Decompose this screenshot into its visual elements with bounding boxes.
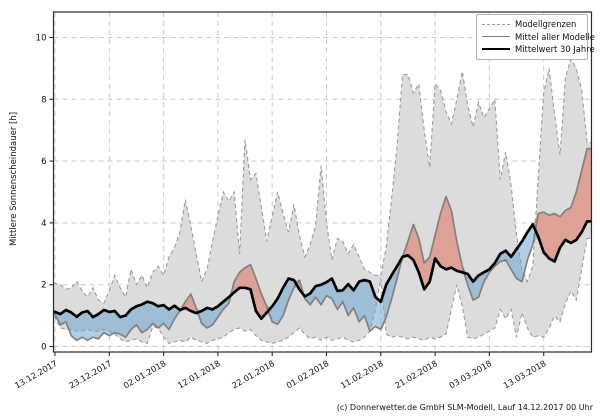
legend-label: Mittelwert 30 Jahre xyxy=(515,44,595,55)
y-tick-label: 0 xyxy=(41,343,46,353)
model-spread-band xyxy=(53,59,592,344)
legend-label: Mittel aller Modelle xyxy=(515,31,595,42)
model-mean-line xyxy=(53,147,592,342)
y-tick-label: 6 xyxy=(41,157,46,167)
y-tick-label: 2 xyxy=(41,281,46,291)
plot-frame xyxy=(52,11,593,353)
y-tick-label: 4 xyxy=(41,219,46,229)
y-axis-label: Mittlere Sonnenscheindauer [h] xyxy=(9,111,19,247)
climate-mean-line xyxy=(53,220,592,321)
y-tick-label: 8 xyxy=(41,95,46,105)
copyright-footer: (c) Donnerwetter.de GmbH SLM-Modell, Lau… xyxy=(336,403,593,412)
legend-entry-mittel-aller-modelle: Mittel aller Modelle xyxy=(482,31,595,44)
legend-label: Modellgrenzen xyxy=(515,19,577,30)
legend-box: Modellgrenzen Mittel aller Modelle Mitte… xyxy=(476,14,595,60)
gray-line-swatch-icon xyxy=(482,36,510,38)
lower-model-bound-line xyxy=(53,237,592,345)
legend-entry-mittelwert-30-jahre: Mittelwert 30 Jahre xyxy=(482,43,595,56)
legend-entry-modellgrenzen: Modellgrenzen xyxy=(482,18,583,31)
upper-model-bound-line xyxy=(53,57,592,304)
black-line-swatch-icon xyxy=(482,48,510,51)
y-tick-label: 10 xyxy=(36,34,47,44)
dashed-line-swatch-icon xyxy=(482,23,510,25)
